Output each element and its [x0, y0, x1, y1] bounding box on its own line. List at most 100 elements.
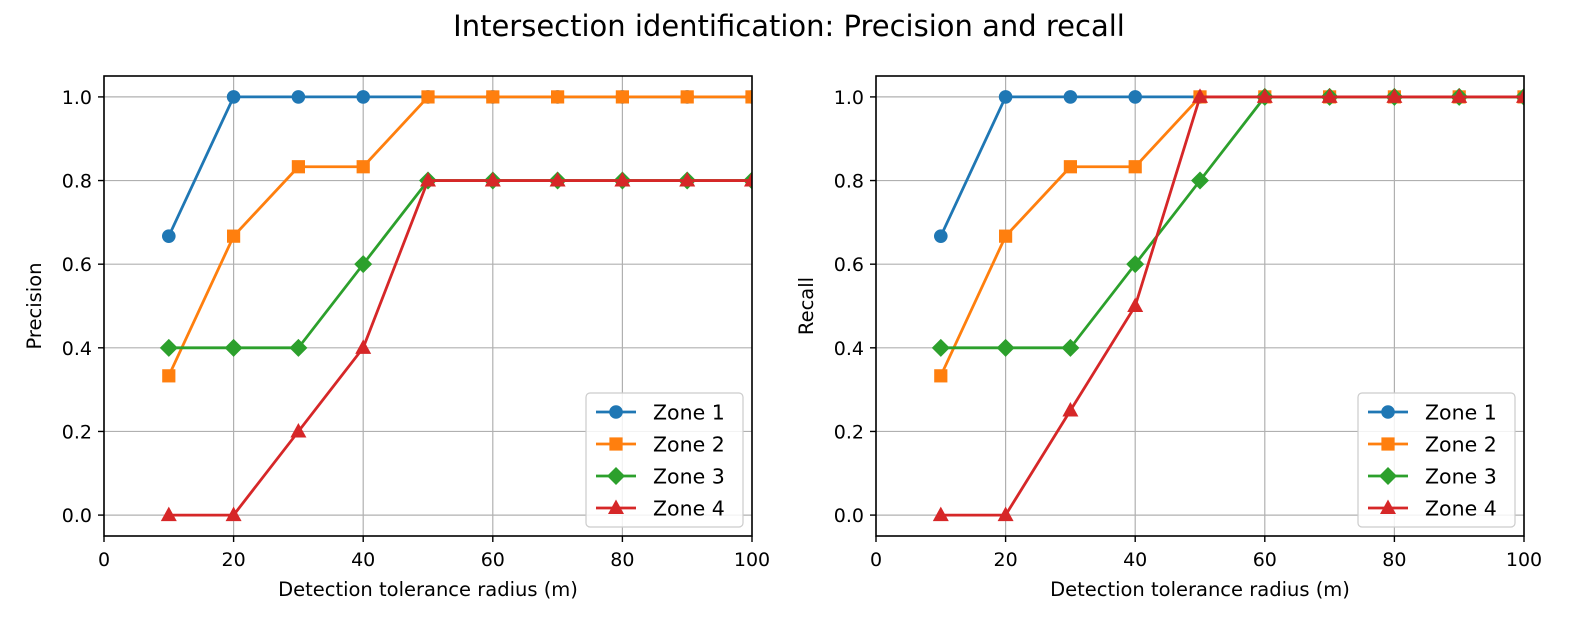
recall-legend-zone-3-label: Zone 3 — [1425, 465, 1497, 489]
precision-zone-2-point-30 — [291, 160, 305, 174]
precision-zone-2-point-40 — [356, 160, 370, 174]
recall-ytick-label-3: 0.6 — [834, 254, 864, 276]
precision-ytick-label-3: 0.6 — [62, 254, 92, 276]
precision-zone-4-point-50 — [420, 172, 436, 187]
precision-xtick-label-20: 20 — [222, 549, 246, 571]
precision-legend: Zone 1 Zone 2 Zone 3 Zone 4 — [585, 392, 744, 528]
precision-zone-4-point-80 — [614, 172, 631, 187]
recall-xtick-label-80: 80 — [1382, 549, 1406, 571]
precision-zone-1-point-10 — [162, 229, 176, 243]
precision-zone-1-point-20 — [226, 90, 241, 104]
precision-ytick-label-0: 0.0 — [62, 505, 92, 527]
recall-zone-2-point-40 — [1128, 160, 1142, 174]
precision-xtick-label-100: 100 — [734, 549, 770, 571]
precision-ytick-label-4: 0.8 — [62, 171, 92, 193]
precision-zone-2-point-60 — [486, 90, 500, 104]
precision-legend-zone-4-label: Zone 4 — [653, 497, 725, 521]
precision-zone-1-point-40 — [356, 90, 371, 104]
precision-zone-2-line — [167, 95, 752, 377]
recall-axes-frame — [875, 75, 1525, 537]
recall-ytick-label-4: 0.8 — [834, 171, 864, 193]
recall-zone-4-point-50 — [1192, 88, 1208, 103]
precision-axes-frame — [103, 75, 753, 537]
precision-zone-2-point-10 — [162, 369, 176, 383]
recall-zone-2-point-30 — [1063, 160, 1077, 174]
precision-zone-4-point-100 — [744, 172, 752, 187]
precision-zone-3-point-30 — [289, 338, 308, 357]
precision-legend-zone-2-label: Zone 2 — [653, 433, 725, 457]
recall-zone-4-point-30 — [1062, 402, 1079, 417]
recall-zone-4-point-100 — [1516, 88, 1524, 103]
precision-ytick-label-1: 0.2 — [62, 421, 92, 443]
precision-ylabel: Precision — [23, 262, 46, 349]
recall-zone-3-point-50 — [1191, 171, 1209, 190]
recall-legend-zone-3-marker — [1379, 467, 1397, 485]
recall-xtick-label-20: 20 — [994, 549, 1018, 571]
precision-legend-zone-2-marker — [609, 437, 623, 451]
precision-legend-zone-1-marker — [609, 405, 623, 419]
precision-zone-4-point-20 — [225, 506, 242, 522]
recall-xtick-label-40: 40 — [1123, 549, 1147, 571]
precision-zone-2-point-90 — [680, 90, 694, 104]
precision-legend-box — [585, 392, 744, 528]
recall-zone-1-point-10 — [934, 229, 948, 243]
recall-zone-4-point-20 — [997, 506, 1014, 522]
precision-ytick-label-5: 1.0 — [62, 87, 92, 109]
recall-series-group — [931, 87, 1524, 522]
recall-legend-box — [1357, 392, 1516, 528]
precision-ticks: 0 20 40 60 80 100 0.0 0.2 0.4 0.6 0.8 1.0 — [62, 87, 770, 571]
recall-xtick-label-100: 100 — [1506, 549, 1542, 571]
precision-zone-3-point-40 — [354, 255, 373, 274]
recall-zone-3-point-10 — [931, 338, 950, 357]
precision-xtick-label-80: 80 — [610, 549, 634, 571]
recall-ytick-label-2: 0.4 — [834, 338, 864, 360]
precision-zone-2-point-50 — [421, 90, 435, 104]
recall-ytick-label-5: 1.0 — [834, 87, 864, 109]
recall-legend: Zone 1 Zone 2 Zone 3 Zone 4 — [1357, 392, 1516, 528]
figure-title: Intersection identification: Precision a… — [453, 9, 1125, 43]
precision-zone-4-point-70 — [549, 172, 566, 187]
recall-zone-1-point-40 — [1128, 90, 1142, 104]
recall-zone-4-line — [940, 95, 1524, 517]
precision-xlabel: Detection tolerance radius (m) — [278, 578, 578, 601]
recall-legend-zone-1-marker — [1381, 405, 1395, 419]
precision-zone-1-point-30 — [291, 90, 306, 104]
precision-zone-3-point-20 — [224, 338, 243, 357]
precision-zone-2-point-100 — [745, 90, 752, 104]
recall-zone-2-point-20 — [999, 229, 1013, 243]
recall-xtick-label-0: 0 — [870, 549, 882, 571]
precision-zone-4-point-10 — [160, 506, 177, 522]
recall-legend-zone-4-label: Zone 4 — [1425, 497, 1497, 521]
precision-zone-2-point-80 — [615, 90, 629, 104]
recall-zone-4-point-40 — [1127, 297, 1144, 312]
precision-zone-4-point-60 — [484, 172, 501, 187]
precision-xtick-label-40: 40 — [351, 549, 375, 571]
recall-zone-1-point-20 — [998, 90, 1013, 104]
recall-xlabel: Detection tolerance radius (m) — [1050, 578, 1350, 601]
recall-zone-4-point-70 — [1321, 88, 1338, 103]
recall-zone-3-point-40 — [1126, 255, 1145, 274]
precision-xtick-label-0: 0 — [98, 549, 110, 571]
precision-legend-zone-4-marker — [608, 499, 624, 514]
precision-zone-4-point-40 — [355, 339, 372, 354]
recall-ticks: 0 20 40 60 80 100 0.0 0.2 0.4 0.6 0.8 1.0 — [834, 87, 1542, 571]
recall-ytick-label-1: 0.2 — [834, 421, 864, 443]
recall-zone-1-point-30 — [1063, 90, 1078, 104]
precision-legend-zone-3-label: Zone 3 — [653, 465, 725, 489]
precision-series-group — [159, 90, 752, 522]
recall-zone-4-point-80 — [1386, 88, 1403, 103]
recall-legend-zone-2-label: Zone 2 — [1425, 433, 1497, 457]
recall-chart: 0 20 40 60 80 100 0.0 0.2 0.4 0.6 0.8 1.0 Detection … — [795, 75, 1542, 601]
recall-zone-3-point-20 — [996, 338, 1015, 357]
precision-legend-zone-3-marker — [607, 467, 625, 485]
recall-ytick-label-0: 0.0 — [834, 505, 864, 527]
precision-zone-2-point-70 — [551, 90, 565, 104]
recall-legend-zone-1-label: Zone 1 — [1425, 401, 1497, 425]
precision-ytick-label-2: 0.4 — [62, 338, 92, 360]
precision-zone-3-point-10 — [159, 338, 178, 357]
precision-zone-2-point-20 — [227, 229, 241, 243]
precision-chart: 0 20 40 60 80 100 0.0 0.2 0.4 0.6 0.8 1.0 Detection … — [23, 75, 770, 601]
recall-xtick-label-60: 60 — [1253, 549, 1277, 571]
recall-legend-zone-2-marker — [1381, 437, 1395, 451]
precision-legend-zone-1-label: Zone 1 — [653, 401, 725, 425]
